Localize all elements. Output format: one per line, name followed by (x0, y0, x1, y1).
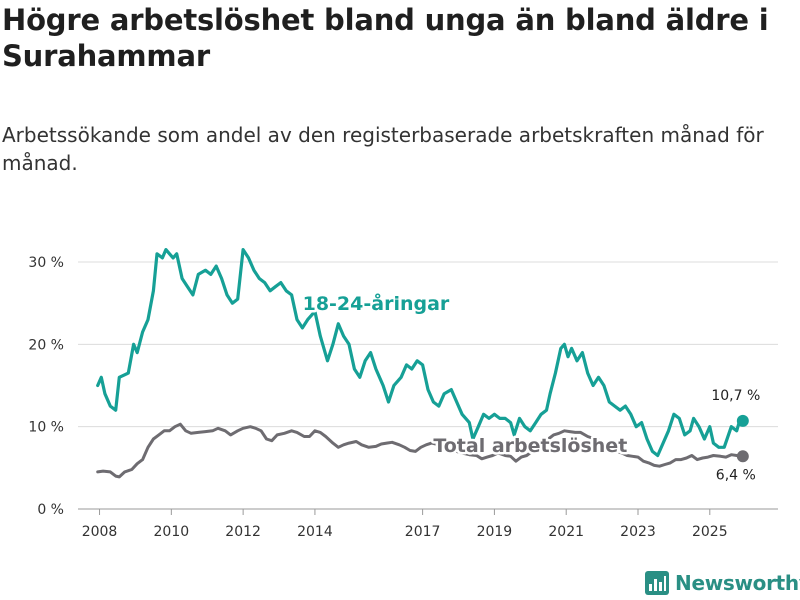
series-line-youth (96, 248, 745, 458)
x-tick-label: 2021 (548, 524, 584, 540)
brand-logo: Newsworthy (645, 570, 800, 596)
end-label-youth: 10,7 % (711, 388, 760, 404)
x-tick-label: 2023 (620, 524, 656, 540)
end-marker-total (736, 450, 749, 463)
chart-subtitle: Arbetssökande som andel av den registerb… (2, 123, 764, 175)
x-tick-label: 2025 (692, 524, 728, 540)
y-tick-label: 10 % (28, 420, 64, 436)
series-labels: 6,4 % 10,7 % 18-24-åringar Total arbetslösh… (300, 288, 760, 483)
x-tick-label: 2019 (477, 524, 513, 540)
x-tick-label: 2014 (297, 524, 333, 540)
brand-name: Newsworthy (675, 571, 800, 595)
y-tick-label: 0 % (37, 502, 64, 518)
y-tick-label: 30 % (28, 255, 64, 271)
x-tick-label: 2012 (225, 524, 261, 540)
x-axis-ticks: 2008 2010 2012 2014 2017 2019 2021 2023 2025 (82, 509, 728, 540)
end-label-total: 6,4 % (716, 467, 756, 483)
series-label-total: Total arbetslöshet (433, 435, 627, 457)
x-tick-label: 2010 (154, 524, 190, 540)
chart-title: Högre arbetslöshet bland unga än bland ä… (2, 3, 769, 73)
newsworthy-logo-icon (645, 571, 669, 595)
y-tick-label: 20 % (28, 337, 64, 353)
x-tick-label: 2008 (82, 524, 118, 540)
series-line-total (96, 422, 745, 479)
series-label-youth: 18-24-åringar (303, 291, 450, 315)
y-axis-ticks: 0 % 10 % 20 % 30 % (28, 255, 64, 518)
series-lines (96, 248, 749, 479)
grid-lines (78, 261, 778, 510)
end-marker-youth (736, 414, 749, 427)
x-tick-label: 2017 (405, 524, 441, 540)
